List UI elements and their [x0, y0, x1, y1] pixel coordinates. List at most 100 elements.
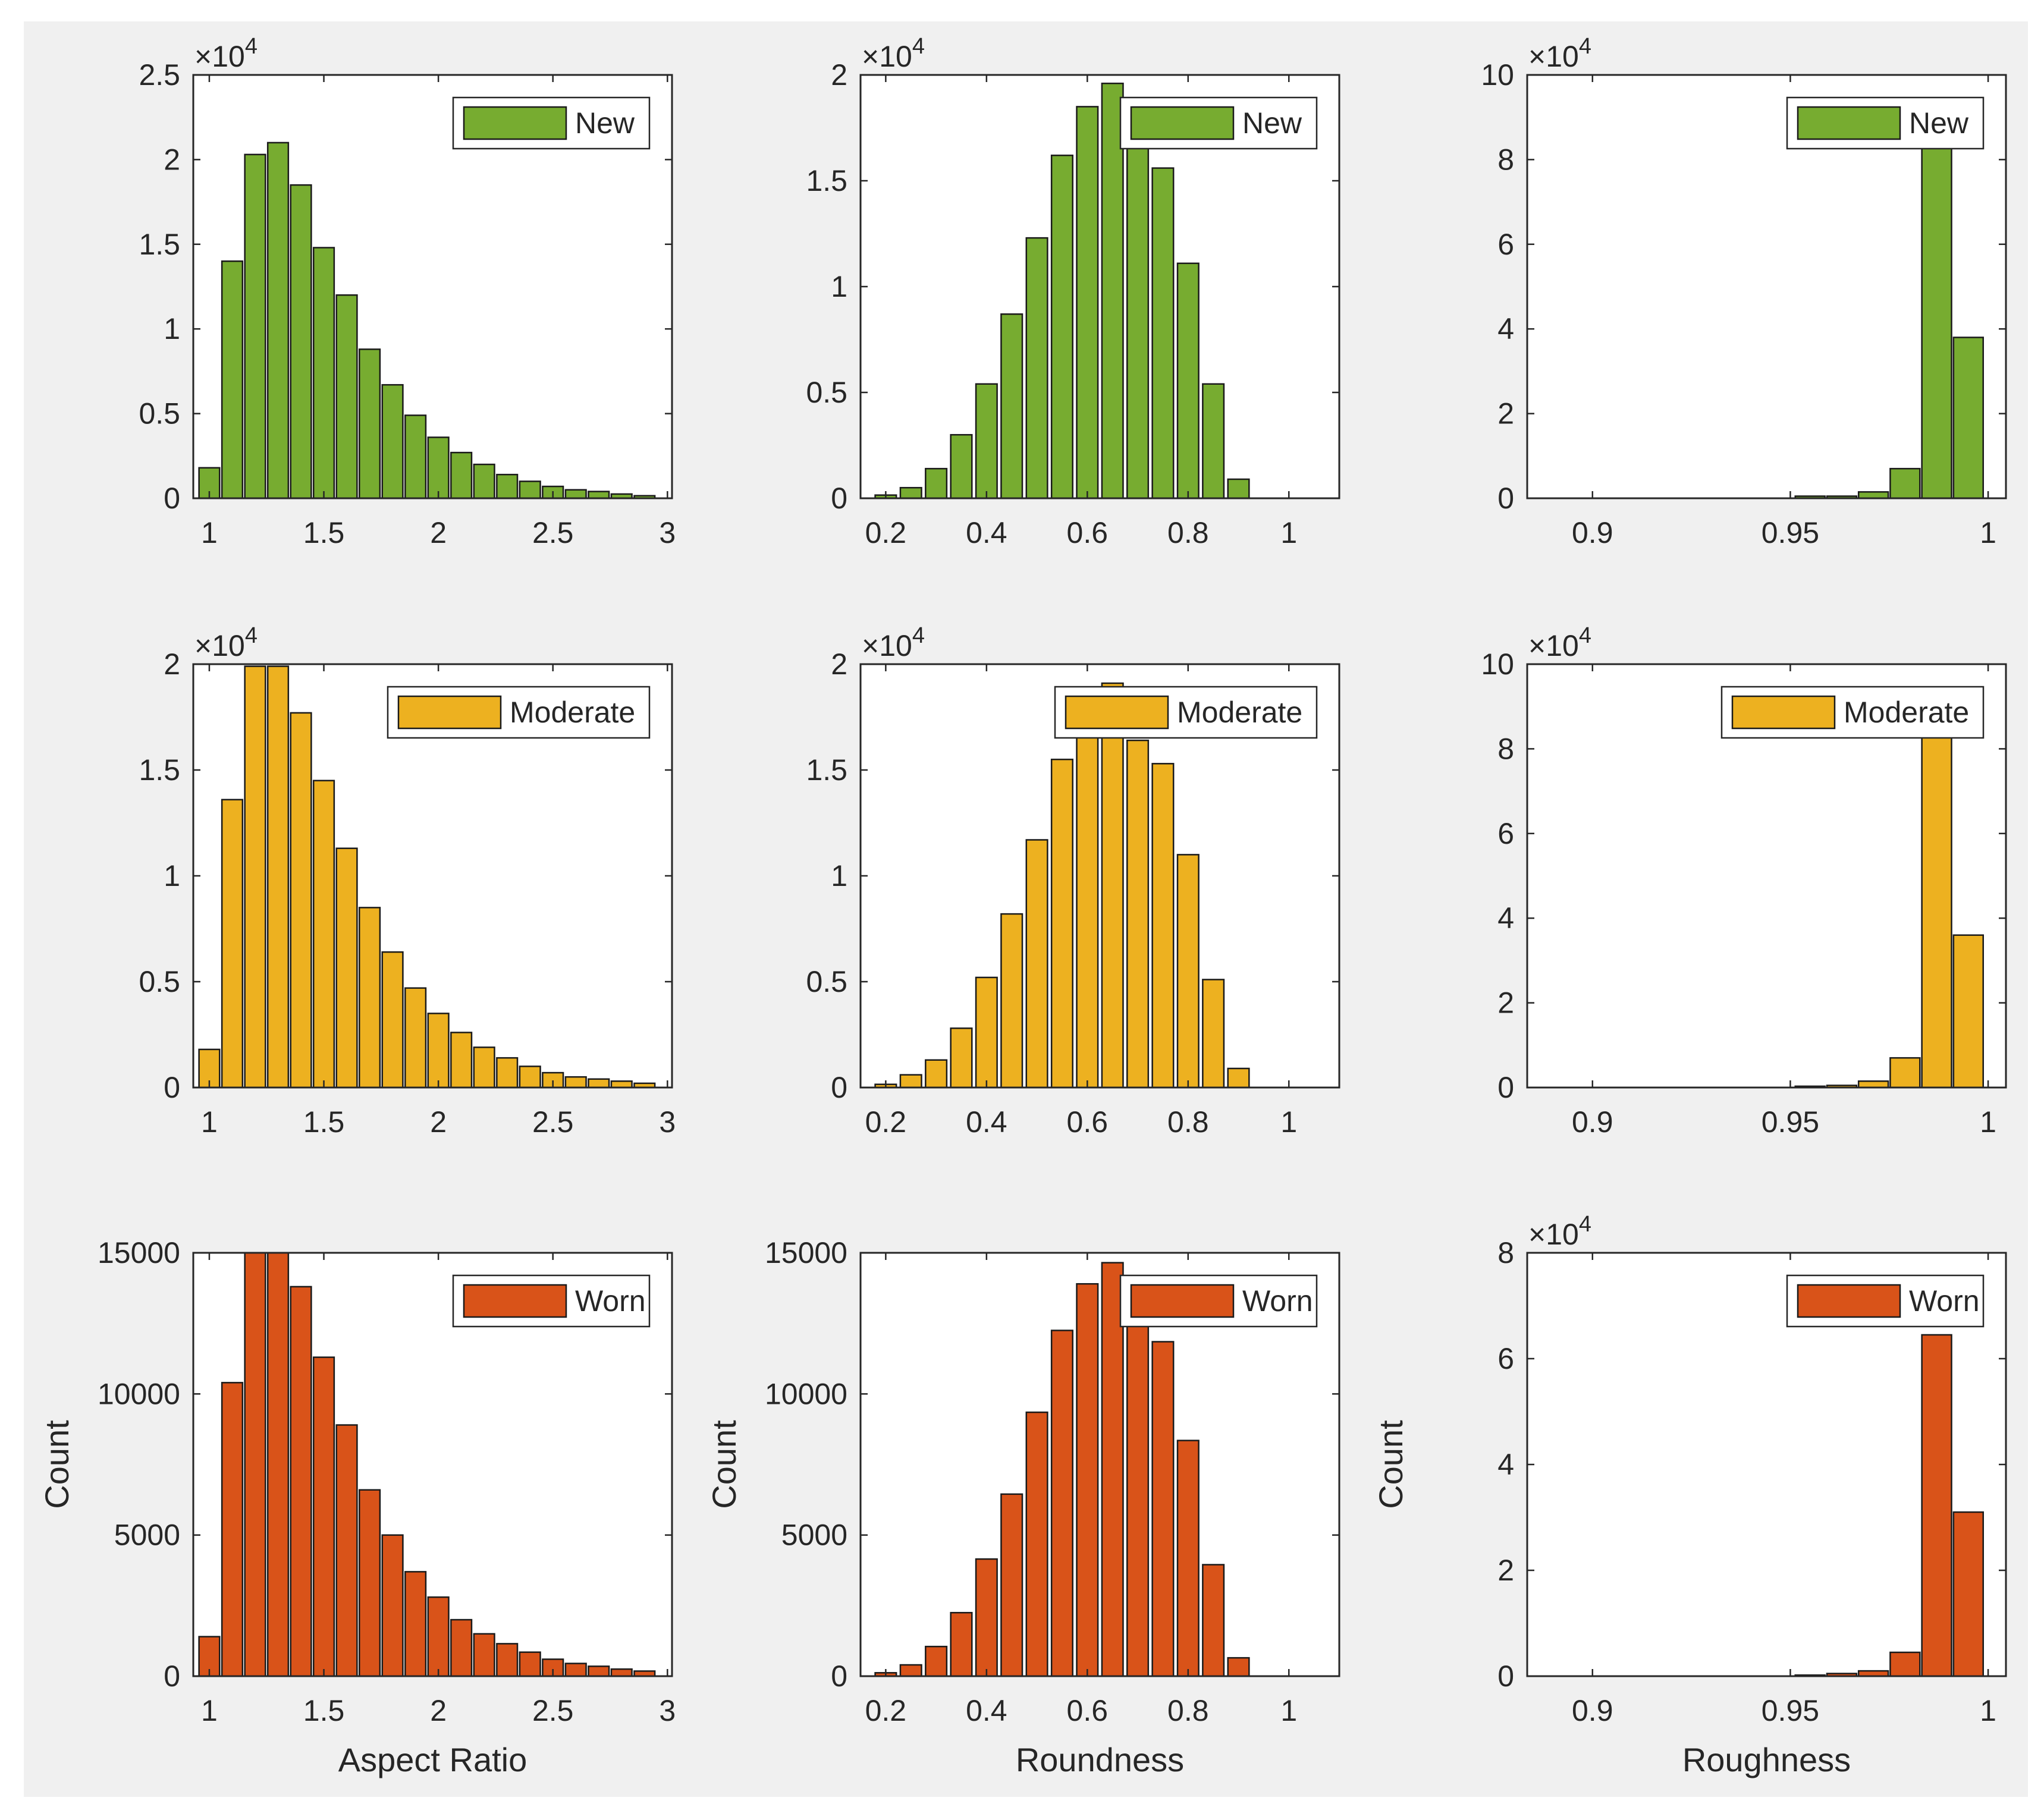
bar: [404, 414, 427, 498]
bar: [1952, 1511, 1984, 1676]
y-tick-label: 10: [1481, 648, 1514, 681]
x-tick-label: 1: [201, 516, 218, 549]
x-tick-label: 0.8: [1167, 1694, 1209, 1727]
x-tick-label: 0.8: [1167, 1105, 1209, 1139]
chart-roughness-worn: 0.9 0.95 1 0 2 4 6 8 ×104 Worn Roughness Count: [1372, 1212, 2007, 1778]
y-tick-label: 0.5: [139, 965, 180, 998]
y-tick-label: 0: [164, 1071, 180, 1104]
y-exponent-label: ×104: [194, 34, 258, 73]
axes-box: [1526, 1252, 2007, 1677]
bar: [473, 1633, 495, 1676]
bar: [1176, 1440, 1200, 1676]
x-tick-label: 2.5: [532, 516, 574, 549]
bar: [1151, 167, 1175, 498]
y-tick-label: 0: [164, 1660, 180, 1693]
bar: [1921, 137, 1952, 498]
legend-swatch: [1130, 1284, 1235, 1318]
bar: [925, 1059, 948, 1088]
bar: [244, 153, 266, 498]
y-tick-label: 0: [831, 482, 847, 515]
y-tick-label: 2: [831, 58, 847, 92]
y-tick-label: 0.5: [139, 397, 180, 430]
x-tick-label: 0.2: [865, 1694, 907, 1727]
bar: [633, 495, 656, 498]
y-tick-label: 10000: [765, 1377, 847, 1410]
x-tick-label: 1.5: [303, 1694, 345, 1727]
bar: [450, 1618, 473, 1676]
y-tick-label: 1: [164, 312, 180, 345]
y-tick-label: 2: [831, 648, 847, 681]
bar: [1076, 106, 1099, 498]
x-tick-label: 2: [430, 1105, 447, 1139]
bar: [1857, 1080, 1889, 1088]
x-tick-label: 3: [659, 1105, 676, 1139]
bar: [404, 987, 427, 1088]
x-tick-label: 0.4: [966, 516, 1007, 549]
bar: [244, 1253, 266, 1676]
legend-swatch: [1797, 106, 1901, 140]
bar: [221, 260, 244, 498]
bar: [633, 1082, 656, 1088]
x-tick-label: 1: [1280, 1694, 1297, 1727]
chart-roundness-moderate: 0.2 0.4 0.6 0.8 1 0 0.5 1 1.5 2 ×104 Moderate: [806, 623, 1340, 1139]
y-tick-label: 2: [1497, 397, 1514, 430]
bar: [358, 1489, 381, 1676]
legend-label: Worn: [1242, 1284, 1313, 1318]
x-axis-label: Roughness: [1682, 1741, 1851, 1778]
bar: [1952, 337, 1984, 498]
bars: [1794, 727, 1984, 1088]
bar: [975, 1558, 998, 1676]
x-tick-label: 0.9: [1572, 1694, 1613, 1727]
bars: [198, 142, 656, 498]
y-tick-label: 0: [831, 1660, 847, 1693]
y-tick-label: 1.5: [139, 228, 180, 261]
bar: [1050, 1330, 1073, 1676]
y-tick-label: 0: [164, 482, 180, 515]
bar: [588, 1078, 610, 1088]
y-tick-label: 8: [1497, 732, 1514, 765]
bar: [266, 665, 290, 1088]
y-tick-label: 2: [164, 143, 180, 176]
y-tick-label: 0.5: [806, 965, 847, 998]
y-tick-label: 8: [1497, 1236, 1514, 1269]
bar: [450, 1032, 473, 1088]
bar: [1952, 934, 1984, 1088]
legend-label: Moderate: [510, 696, 635, 729]
x-tick-label: 2: [430, 1694, 447, 1727]
legend-label: New: [575, 106, 635, 140]
bar: [1101, 1262, 1124, 1676]
bars: [198, 665, 656, 1088]
legend-label: New: [1242, 106, 1302, 140]
bar: [358, 907, 381, 1088]
x-tick-label: 1: [1980, 1694, 1996, 1727]
bars: [1794, 1334, 1984, 1676]
bar: [290, 1286, 312, 1676]
y-axis-label: Count: [1372, 1420, 1409, 1509]
bar: [266, 1253, 290, 1676]
y-axis-label: Count: [705, 1420, 743, 1509]
legend: Moderate: [1054, 686, 1318, 739]
y-tick-label: 10: [1481, 58, 1514, 92]
bar: [427, 1596, 450, 1676]
bar: [335, 294, 358, 498]
bar: [610, 1668, 633, 1676]
bar: [975, 976, 998, 1088]
chart-aspect-worn: 1 1.5 2 2.5 3 0 5000 10000 15000 Worn Aspect Ratio…: [38, 1236, 676, 1778]
axes-box: [859, 74, 1340, 499]
x-tick-label: 0.9: [1572, 516, 1613, 549]
bar: [610, 493, 633, 498]
bar: [1889, 1057, 1921, 1088]
bar: [312, 247, 335, 498]
bar: [564, 489, 587, 498]
x-tick-label: 0.2: [865, 516, 907, 549]
x-tick-label: 1.5: [303, 1105, 345, 1139]
bar: [1921, 727, 1952, 1088]
x-tick-label: 3: [659, 1694, 676, 1727]
bar: [564, 1076, 587, 1088]
bar: [899, 1664, 922, 1676]
bar: [266, 142, 290, 498]
y-tick-label: 2: [1497, 986, 1514, 1020]
bar: [312, 780, 335, 1088]
bar: [1000, 913, 1023, 1088]
